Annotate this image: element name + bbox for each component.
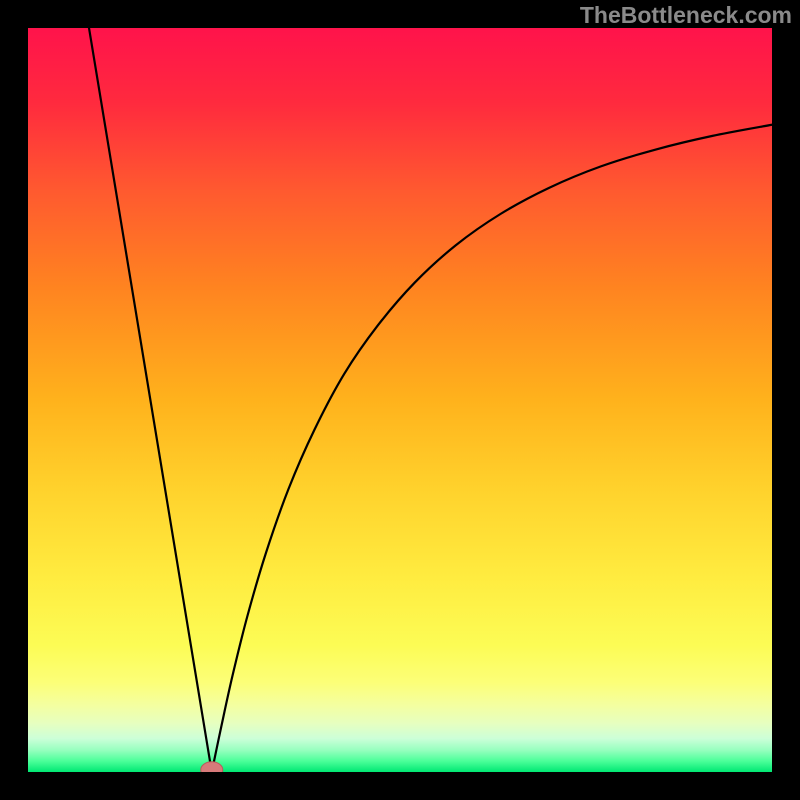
chart-plot-area — [28, 28, 772, 772]
chart-frame — [25, 25, 775, 775]
minimum-marker — [201, 762, 223, 772]
curve-layer — [28, 28, 772, 772]
bottleneck-curve — [89, 28, 772, 772]
attribution-text: TheBottleneck.com — [580, 2, 792, 29]
